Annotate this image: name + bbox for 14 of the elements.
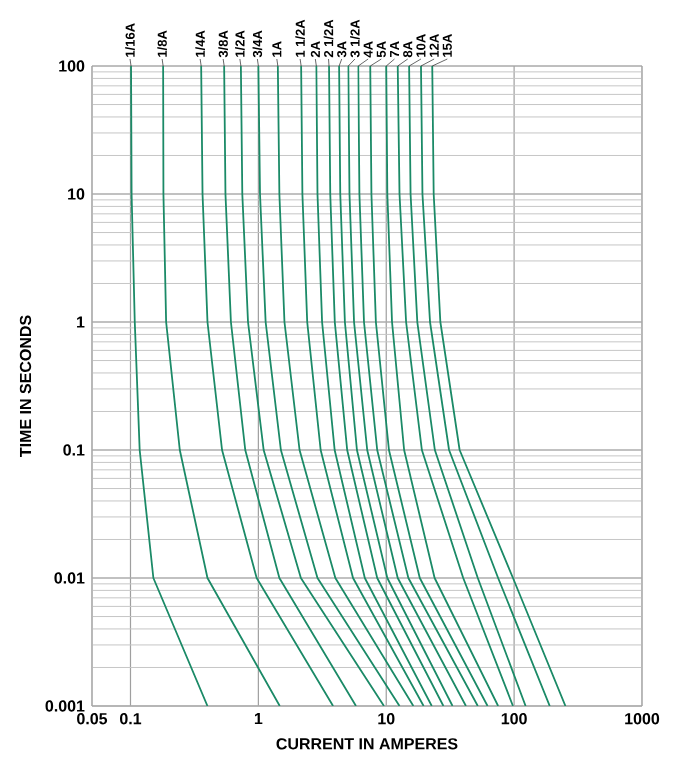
x-tick-label: 0.1 (119, 713, 142, 725)
y-tick-label: 10 (68, 188, 85, 200)
y-tick-label: 0.001 (45, 700, 85, 712)
y-tick-label: 0.1 (63, 444, 85, 456)
x-tick-label: 1 (254, 713, 263, 725)
x-tick-label: 0.05 (77, 713, 108, 725)
x-tick-label: 100 (501, 713, 527, 725)
x-tick-label: 10 (378, 713, 395, 725)
y-tick-label: 1 (77, 316, 85, 328)
y-axis-title: TIME IN SECONDS (19, 315, 32, 457)
y-tick-label: 0.01 (54, 572, 85, 584)
x-tick-label: 1000 (625, 713, 660, 725)
x-axis-title: CURRENT IN AMPERES (276, 738, 458, 750)
y-tick-label: 100 (59, 60, 85, 72)
